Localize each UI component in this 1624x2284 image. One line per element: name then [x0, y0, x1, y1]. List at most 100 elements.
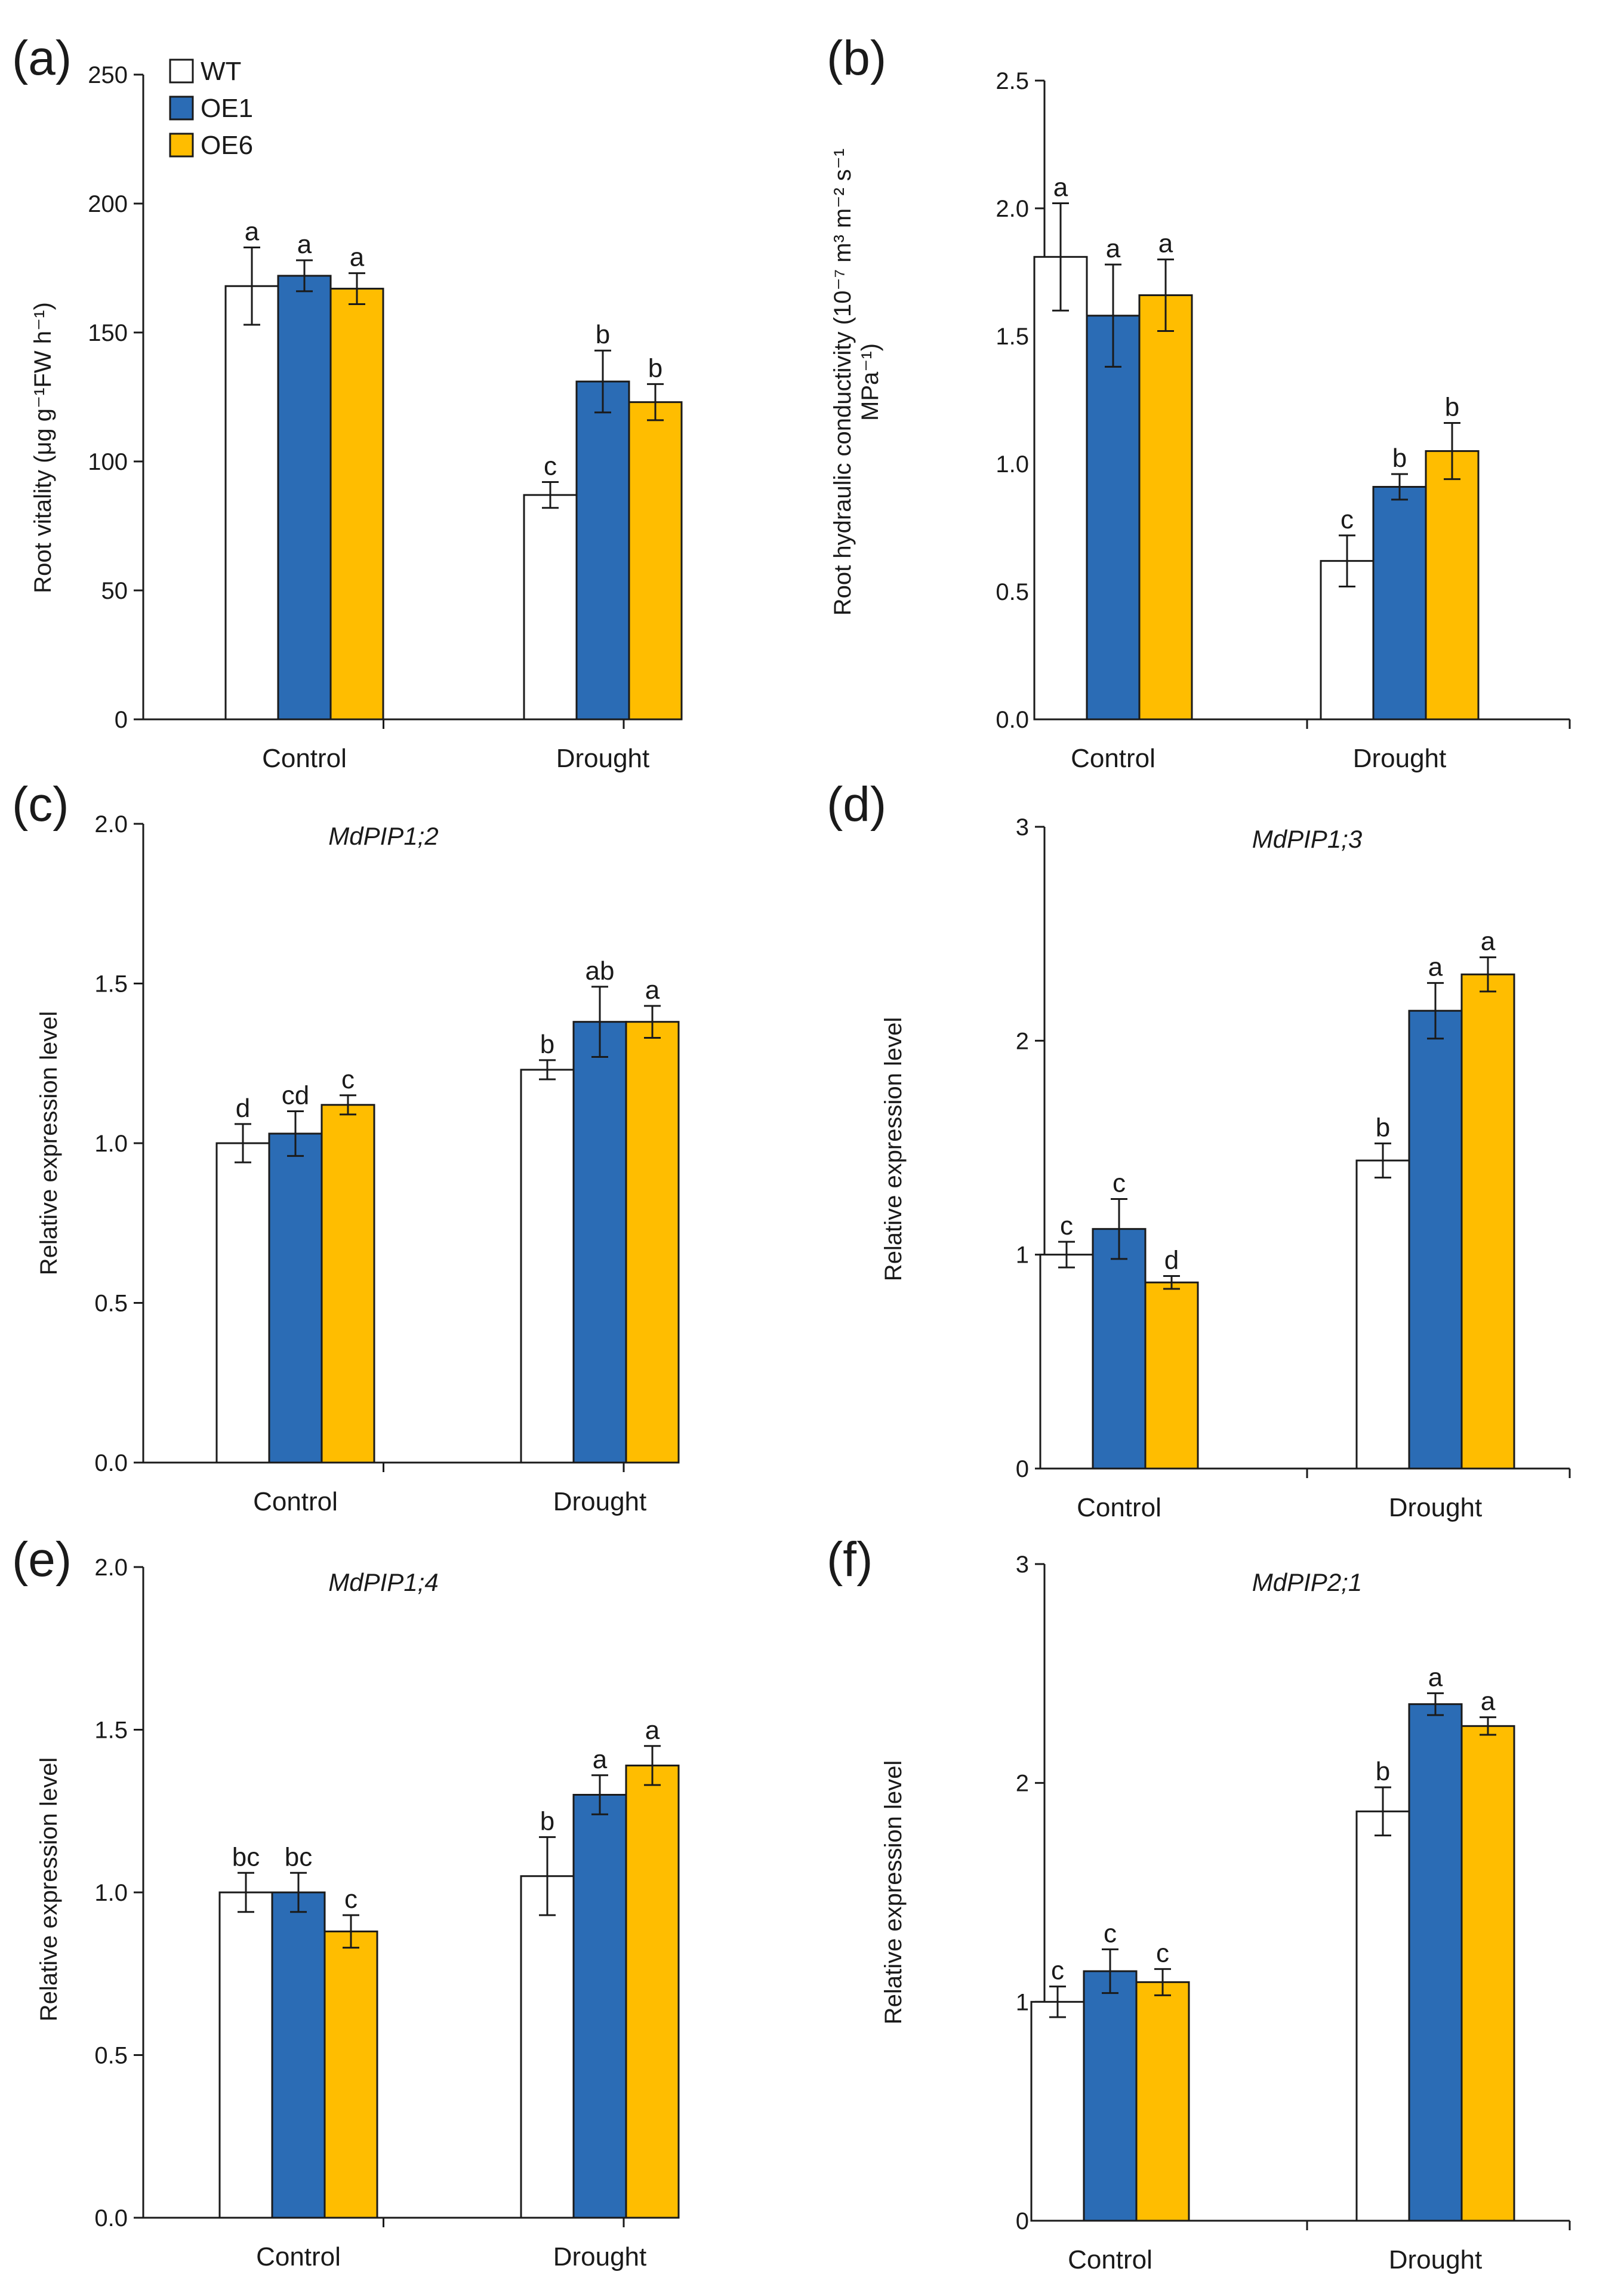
significance-letter: a [645, 1716, 660, 1745]
bar-wt-control [224, 285, 279, 721]
x-tick-label: Drought [553, 2242, 647, 2271]
x-tick-label: Control [253, 1487, 338, 1516]
y-tick-label: 200 [88, 191, 128, 217]
bar-oe6-drought [1460, 1725, 1515, 2222]
bar-wt-control [215, 1142, 270, 1464]
y-axis-label-line: MPa⁻¹) [857, 343, 883, 421]
legend-label: OE1 [201, 94, 253, 123]
bar-wt-control [1039, 1254, 1094, 1470]
y-tick-label: 1.0 [996, 451, 1029, 478]
bar-wt-drought [523, 494, 578, 721]
significance-letter: b [540, 1806, 554, 1836]
bar-oe1-drought [572, 1794, 627, 2219]
bar-oe6-drought [625, 1021, 680, 1464]
y-tick-label: 0 [1016, 1456, 1029, 1482]
x-tick-label: Control [262, 744, 347, 773]
bar-oe1-control [271, 1891, 326, 2219]
bar-oe6-drought [1460, 973, 1515, 1470]
bar-oe1-drought [1408, 1703, 1463, 2222]
bar-wt-drought [520, 1069, 575, 1464]
legend-label: OE6 [201, 131, 253, 160]
bar-oe1-control [1083, 1970, 1138, 2222]
bar-oe6-control [323, 1930, 378, 2219]
significance-letter: c [1104, 1919, 1117, 1948]
significance-letter: a [350, 243, 365, 272]
y-tick-label: 100 [88, 449, 128, 475]
chart-title: MdPIP2;1 [1252, 1568, 1362, 1596]
bar-oe6-drought [625, 1764, 680, 2219]
chart-panel-d: (d) MdPIP1;3 0 1 2 3 Control Drought Relative ex… [827, 777, 1571, 1522]
y-tick-label: 1.0 [94, 1880, 128, 1906]
legend-swatch-oe6 [169, 133, 194, 158]
chart-panel-e: (e) MdPIP1;4 0.0 0.5 1.0 1.5 2.0 Control Drought… [12, 1532, 680, 2271]
x-tick-label: Drought [556, 744, 650, 773]
y-tick-label: 2.0 [94, 1555, 128, 1581]
significance-letter: c [1051, 1956, 1064, 1986]
y-tick-label: 0.5 [94, 1291, 128, 1317]
significance-letter: c [344, 1885, 358, 1914]
bar-oe1-drought [1372, 486, 1427, 721]
bar-oe6-control [321, 1104, 375, 1464]
y-tick-label: 50 [101, 578, 128, 604]
legend-label: WT [201, 57, 241, 86]
bar-oe6-control [1144, 1281, 1199, 1470]
x-tick-label: Control [1068, 2245, 1152, 2274]
legend-swatch-wt [169, 59, 194, 84]
y-axis-label: Root hydraulic conductivity (10⁻⁷ m³ m⁻²… [830, 149, 883, 615]
y-tick-label: 1.5 [94, 1717, 128, 1744]
significance-letter: cd [282, 1081, 309, 1110]
significance-letter: d [1164, 1246, 1179, 1275]
bar-oe1-drought [572, 1021, 627, 1464]
bar-oe6-control [329, 288, 384, 721]
y-axis-label: Relative expression level [880, 1017, 907, 1281]
y-tick-label: 250 [88, 62, 128, 88]
y-tick-label: 1.5 [94, 971, 128, 998]
significance-letter: b [1445, 393, 1459, 422]
bar-oe1-control [1086, 315, 1141, 721]
chart-title: MdPIP1;4 [328, 1568, 438, 1596]
y-tick-label: 1 [1016, 1989, 1029, 2015]
significance-letter: b [540, 1030, 554, 1059]
significance-letter: b [1376, 1113, 1390, 1142]
bar-oe1-control [1092, 1228, 1147, 1470]
panel-label: (c) [12, 777, 69, 832]
significance-letter: bc [232, 1842, 260, 1871]
significance-letter: c [1341, 505, 1354, 534]
y-axis-label: Relative expression level [36, 1757, 62, 2021]
bar-oe6-drought [628, 401, 683, 721]
bar-oe6-control [1135, 1981, 1190, 2222]
significance-letter: c [1113, 1169, 1126, 1198]
panel-label: (a) [12, 31, 72, 85]
significance-letter: a [1481, 1687, 1496, 1716]
y-tick-label: 2.5 [996, 68, 1029, 94]
chart-panel-c: (c) MdPIP1;2 0.0 0.5 1.0 1.5 2.0 Control Drought… [12, 777, 680, 1516]
y-tick-label: 0.5 [94, 2043, 128, 2069]
x-tick-label: Drought [1389, 1493, 1483, 1522]
bar-wt-drought [520, 1875, 575, 2219]
panel-label: (e) [12, 1532, 72, 1587]
x-tick-label: Control [1077, 1493, 1161, 1522]
chart-panel-b: (b) 0.0 0.5 1.0 1.5 2.0 2.5 Control Drought Root … [827, 31, 1571, 773]
y-tick-label: 0.0 [996, 707, 1029, 733]
y-tick-label: 2 [1016, 1771, 1029, 1797]
bar-oe1-drought [1408, 1009, 1463, 1470]
significance-letter: c [1060, 1211, 1073, 1240]
y-tick-label: 2.0 [996, 196, 1029, 222]
bar-wt-control [218, 1891, 273, 2219]
significance-letter: a [1158, 229, 1173, 258]
y-tick-label: 2 [1016, 1028, 1029, 1054]
y-tick-label: 3 [1016, 814, 1029, 841]
significance-letter: bc [285, 1842, 312, 1871]
bar-oe1-control [277, 275, 332, 721]
legend: WT OE1 OE6 [169, 57, 253, 160]
significance-letter: c [1156, 1938, 1169, 1968]
chart-title: MdPIP1;3 [1252, 825, 1362, 853]
x-tick-label: Control [1071, 744, 1155, 773]
significance-letter: ab [585, 956, 615, 986]
significance-letter: b [596, 320, 610, 349]
y-axis-label: Relative expression level [880, 1760, 907, 2024]
y-tick-label: 3 [1016, 1552, 1029, 1578]
y-tick-label: 0.0 [94, 1450, 128, 1476]
y-tick-label: 0.5 [996, 579, 1029, 605]
y-tick-label: 2.0 [94, 811, 128, 838]
